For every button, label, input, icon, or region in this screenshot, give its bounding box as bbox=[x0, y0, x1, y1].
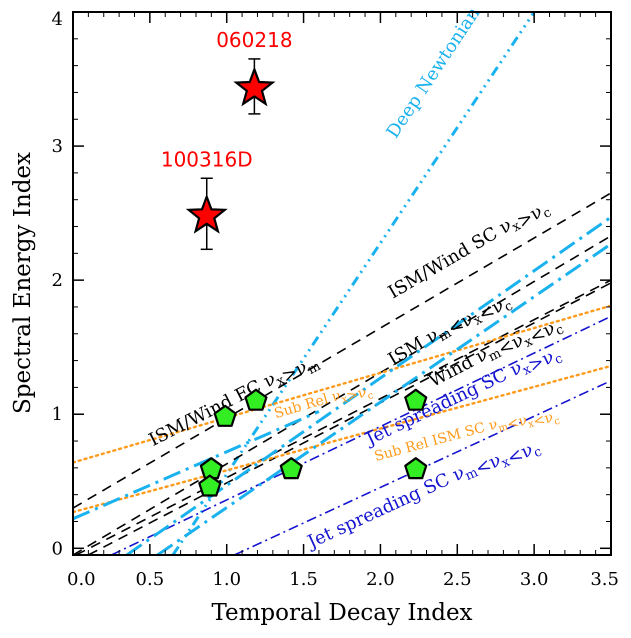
data-points: 060218 100316D bbox=[161, 28, 428, 497]
closure-line-label: ISM/Wind SC νx>νc bbox=[385, 194, 555, 309]
star-point-label: 100316D bbox=[161, 147, 253, 171]
pentagon-point bbox=[213, 404, 237, 427]
closure-lines bbox=[73, 12, 611, 555]
x-tick-label: 3.5 bbox=[590, 569, 619, 590]
x-tick-label: 3.0 bbox=[520, 569, 549, 590]
x-tick-label: 2.5 bbox=[443, 569, 472, 590]
y-tick-label: 1 bbox=[52, 404, 63, 425]
x-tick-label: 2.0 bbox=[366, 569, 395, 590]
closure-line bbox=[75, 279, 611, 555]
x-tick-label: 0.5 bbox=[136, 569, 165, 590]
x-axis-label: Temporal Decay Index bbox=[211, 600, 472, 626]
pentagon-point bbox=[198, 474, 222, 497]
closure-line bbox=[171, 12, 536, 555]
pentagon-point bbox=[244, 388, 268, 411]
closure-line bbox=[88, 282, 611, 555]
closure-line bbox=[111, 315, 611, 555]
axes: 0.0 0.5 1.0 1.5 2.0 2.5 3.0 3.5 0 1 2 3 4 bbox=[52, 9, 619, 590]
closure-line-label: Deep Newtonian bbox=[382, 3, 484, 142]
y-tick-label: 3 bbox=[52, 136, 63, 157]
star-point bbox=[185, 193, 228, 234]
pentagon-point bbox=[404, 388, 428, 411]
pentagon-point bbox=[279, 457, 303, 480]
y-axis-label: Spectral Energy Index bbox=[10, 152, 36, 414]
x-tick-label: 1.5 bbox=[289, 569, 318, 590]
x-tick-label: 0.0 bbox=[67, 569, 96, 590]
closure-line bbox=[73, 364, 611, 514]
closure-line bbox=[156, 242, 611, 555]
y-tick-label: 4 bbox=[52, 9, 63, 30]
plot-frame bbox=[72, 11, 612, 556]
y-tick-label: 0 bbox=[52, 538, 63, 559]
closure-line bbox=[73, 304, 611, 464]
closure-line bbox=[73, 235, 611, 555]
closure-line-label: Wind νm<νx<νc bbox=[425, 307, 566, 401]
star-point bbox=[233, 66, 276, 107]
pentagon-point bbox=[404, 457, 428, 480]
closure-line bbox=[73, 192, 611, 509]
closure-line bbox=[73, 410, 320, 521]
y-tick-label: 2 bbox=[52, 270, 63, 291]
star-point-label: 060218 bbox=[216, 28, 292, 52]
x-tick-label: 1.0 bbox=[212, 569, 241, 590]
